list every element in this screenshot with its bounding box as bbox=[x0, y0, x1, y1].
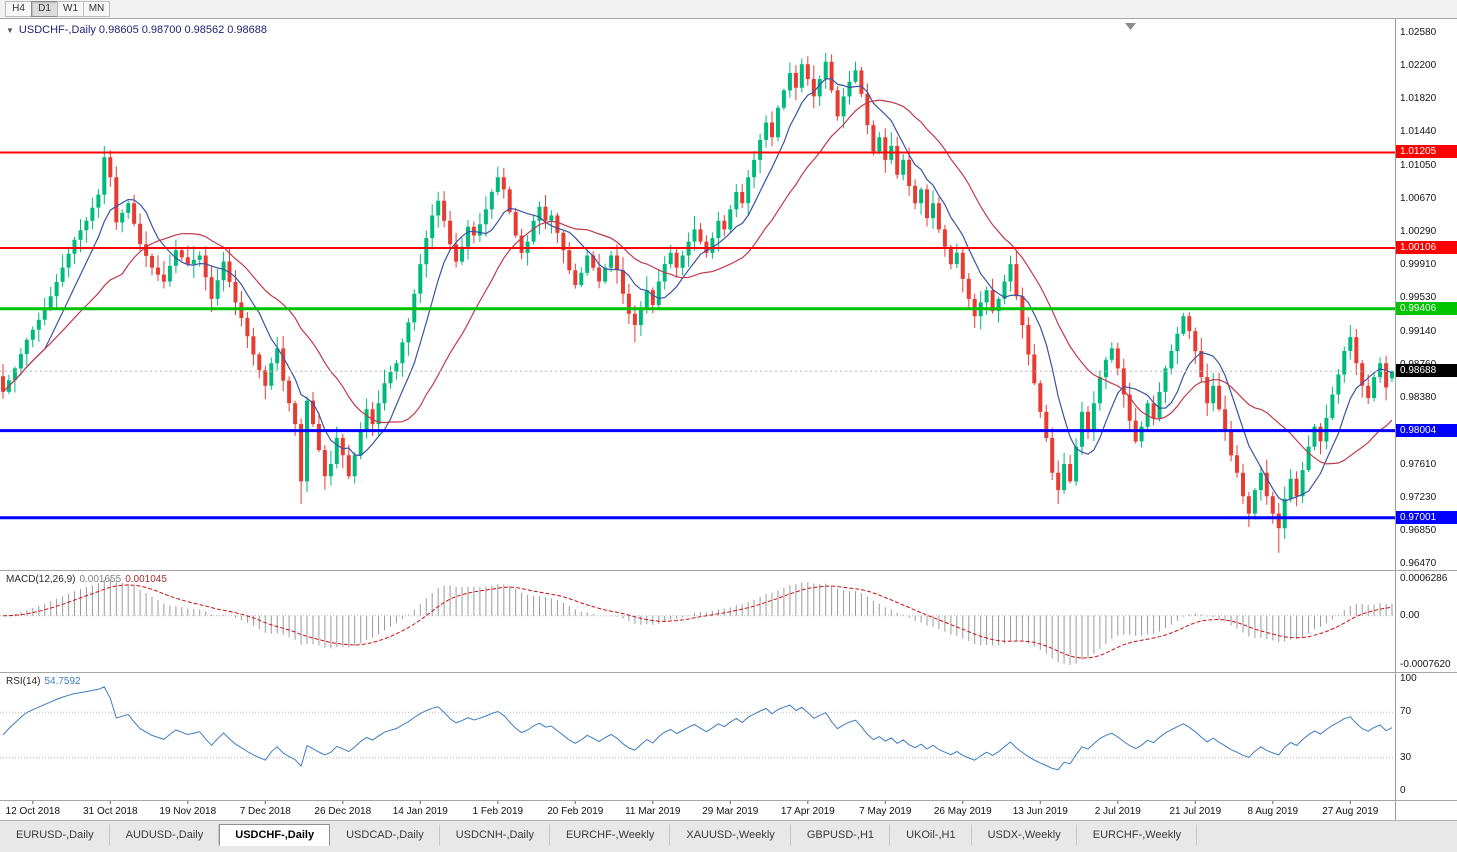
date-label: 13 Jun 2019 bbox=[1012, 806, 1068, 817]
date-label: 26 Dec 2018 bbox=[314, 806, 372, 817]
timeframe-button-mn[interactable]: MN bbox=[83, 1, 110, 17]
chart-tab-usdcnh-daily[interactable]: USDCNH-,Daily bbox=[440, 824, 550, 846]
macd-indicator-panel: 0.0006286 0.00 -0.0007620 MACD(12,26,9) 0.0… bbox=[0, 570, 1457, 672]
chart-collapse-icon[interactable]: ▼ bbox=[6, 26, 14, 35]
rsi-value: 54.7592 bbox=[44, 676, 81, 687]
date-label: 31 Oct 2018 bbox=[83, 806, 138, 817]
ohlc-low-value: 0.98562 bbox=[184, 24, 225, 36]
time-axis-ticks bbox=[32, 801, 1351, 804]
date-label: 21 Jul 2019 bbox=[1169, 806, 1222, 817]
rsi-canvas[interactable] bbox=[0, 673, 1457, 801]
chart-tab-xauusd-weekly[interactable]: XAUUSD-,Weekly bbox=[670, 824, 791, 846]
macd-label: MACD(12,26,9) 0.001655 0.001045 bbox=[6, 574, 171, 585]
date-label: 1 Feb 2019 bbox=[472, 806, 524, 817]
macd-signal-value: 0.001045 bbox=[125, 574, 167, 585]
timeframe-button-d1[interactable]: D1 bbox=[31, 1, 58, 17]
rsi-line bbox=[2, 686, 1393, 771]
timeframe-button-w1[interactable]: W1 bbox=[57, 1, 84, 17]
chart-tab-usdchf-daily[interactable]: USDCHF-,Daily bbox=[219, 824, 331, 846]
price-axis-divider bbox=[1395, 19, 1396, 570]
chart-tab-eurchf-weekly[interactable]: EURCHF-,Weekly bbox=[550, 824, 671, 846]
chart-tab-audusd-daily[interactable]: AUDUSD-,Daily bbox=[110, 824, 220, 846]
rsi-indicator-panel: 100 70 30 0 RSI(14) 54.7592 bbox=[0, 672, 1457, 800]
chart-tab-ukoil-h1[interactable]: UKOil-,H1 bbox=[890, 824, 972, 846]
macd-main-value: 0.001655 bbox=[79, 574, 122, 585]
chart-symbol-label: USDCHF-,Daily bbox=[18, 24, 96, 36]
chart-tab-usdcad-daily[interactable]: USDCAD-,Daily bbox=[330, 824, 440, 846]
candles-layer bbox=[1, 53, 1394, 553]
time-axis[interactable]: 12 Oct 2018 31 Oct 2018 19 Nov 2018 7 Dec 2… bbox=[0, 800, 1457, 820]
time-axis-divider bbox=[1395, 801, 1396, 820]
date-label: 27 Aug 2019 bbox=[1322, 806, 1379, 817]
ohlc-high-value: 0.98700 bbox=[141, 24, 182, 36]
chart-tab-eurusd-daily[interactable]: EURUSD-,Daily bbox=[0, 824, 110, 846]
price-chart-panel: 1.02580 1.02200 1.01820 1.01440 1.01050 1.006… bbox=[0, 19, 1457, 570]
date-label: 12 Oct 2018 bbox=[5, 806, 61, 817]
ohlc-open-value: 0.98605 bbox=[98, 24, 139, 36]
timeframe-button-h4[interactable]: H4 bbox=[5, 1, 32, 17]
chart-tab-eurchf-weekly[interactable]: EURCHF-,Weekly bbox=[1077, 824, 1198, 846]
macd-axis-divider bbox=[1395, 571, 1396, 672]
date-label: 7 May 2019 bbox=[859, 806, 912, 817]
date-label: 14 Jan 2019 bbox=[392, 806, 448, 817]
macd-name-label: MACD(12,26,9) bbox=[6, 574, 76, 585]
date-label: 11 Mar 2019 bbox=[625, 806, 681, 817]
horizontal-lines-layer bbox=[0, 151, 1395, 520]
timeframe-toolbar: H4 D1 W1 MN bbox=[0, 0, 1457, 19]
date-label: 26 May 2019 bbox=[933, 806, 992, 817]
macd-histogram bbox=[8, 579, 1393, 665]
rsi-axis-divider bbox=[1395, 673, 1396, 800]
chart-tab-bar: EURUSD-,Daily AUDUSD-,Daily USDCHF-,Daily U… bbox=[0, 820, 1457, 852]
rsi-name-label: RSI(14) bbox=[6, 676, 41, 687]
date-label: 20 Feb 2019 bbox=[547, 806, 604, 817]
date-label: 8 Aug 2019 bbox=[1247, 806, 1299, 817]
date-label: 2 Jul 2019 bbox=[1094, 806, 1141, 817]
macd-signal-line bbox=[2, 584, 1393, 659]
date-label: 7 Dec 2018 bbox=[239, 806, 291, 817]
macd-canvas[interactable] bbox=[0, 571, 1457, 673]
date-label: 19 Nov 2018 bbox=[159, 806, 217, 817]
ohlc-close-value: 0.98688 bbox=[227, 24, 267, 36]
rsi-label: RSI(14) 54.7592 bbox=[6, 676, 85, 687]
price-chart-canvas[interactable] bbox=[0, 19, 1457, 570]
chart-tab-gbpusd-h1[interactable]: GBPUSD-,H1 bbox=[791, 824, 891, 846]
chart-tab-usdx-weekly[interactable]: USDX-,Weekly bbox=[972, 824, 1077, 846]
moving-averages-layer bbox=[2, 78, 1393, 502]
chart-title: ▼ USDCHF-,Daily 0.98605 0.98700 0.98562 0.986… bbox=[6, 24, 270, 36]
chart-shift-marker-icon bbox=[1125, 23, 1136, 30]
date-label: 29 Mar 2019 bbox=[702, 806, 759, 817]
date-label: 17 Apr 2019 bbox=[780, 806, 835, 817]
